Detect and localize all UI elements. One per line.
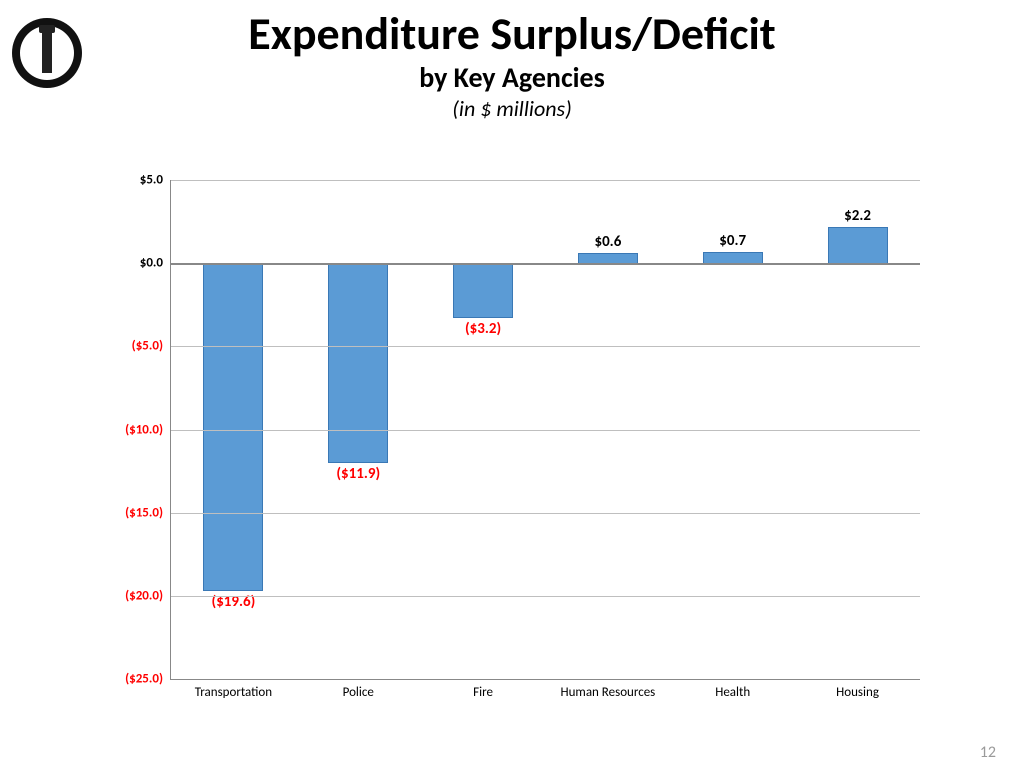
y-axis-label: $5.0 bbox=[140, 173, 163, 188]
page-number: 12 bbox=[980, 743, 996, 762]
bar bbox=[203, 263, 263, 591]
city-seal-icon bbox=[12, 18, 82, 88]
bar bbox=[328, 263, 388, 463]
y-axis-label: ($25.0) bbox=[125, 672, 163, 687]
x-axis-label: Housing bbox=[836, 685, 879, 700]
grid-line bbox=[171, 596, 920, 597]
grid-line bbox=[171, 180, 920, 181]
page-title: Expenditure Surplus/Deficit bbox=[0, 10, 1024, 58]
page-subtitle: by Key Agencies bbox=[0, 60, 1024, 95]
x-axis-label: Police bbox=[343, 685, 374, 700]
grid-line bbox=[171, 263, 920, 265]
bar bbox=[828, 227, 888, 266]
surplus-deficit-chart: ($19.6)Transportation($11.9)Police($3.2)… bbox=[100, 170, 930, 710]
grid-line bbox=[171, 513, 920, 514]
y-axis-label: ($5.0) bbox=[132, 339, 163, 354]
title-block: Expenditure Surplus/Deficit by Key Agenc… bbox=[0, 10, 1024, 122]
x-axis-label: Human Resources bbox=[561, 685, 656, 700]
y-axis-label: $0.0 bbox=[140, 256, 163, 271]
bar bbox=[453, 263, 513, 318]
x-axis-label: Transportation bbox=[195, 685, 272, 700]
bar-value-label: $0.6 bbox=[594, 233, 621, 251]
y-axis-label: ($20.0) bbox=[125, 588, 163, 603]
y-axis-label: ($15.0) bbox=[125, 505, 163, 520]
bar-value-label: $0.7 bbox=[719, 232, 746, 250]
x-axis-label: Fire bbox=[473, 685, 493, 700]
page-units-note: (in $ millions) bbox=[0, 95, 1024, 122]
grid-line bbox=[171, 430, 920, 431]
x-axis-label: Health bbox=[715, 685, 750, 700]
bar-value-label: ($3.2) bbox=[465, 320, 501, 338]
bar-value-label: $2.2 bbox=[844, 207, 871, 225]
bar-value-label: ($11.9) bbox=[336, 465, 380, 483]
y-axis-label: ($10.0) bbox=[125, 422, 163, 437]
grid-line bbox=[171, 346, 920, 347]
